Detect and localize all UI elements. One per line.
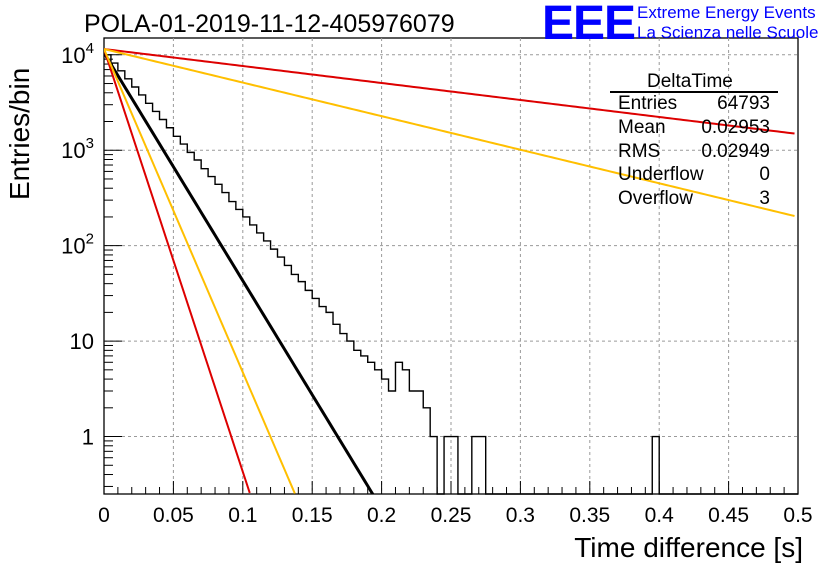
stats-row-entries: Entries 64793: [618, 93, 770, 114]
y-tick-label: 102: [61, 231, 94, 259]
logo-line-1: Extreme Energy Events: [637, 3, 816, 22]
histogram-steps: [104, 54, 798, 495]
stats-row-rms: RMS 0.02949: [618, 141, 770, 162]
eee-logo: EEE: [542, 0, 636, 50]
stats-row-mean: Mean 0.02953: [618, 117, 770, 138]
x-tick-label: 0.25: [431, 504, 472, 527]
x-tick-label: 0.1: [228, 504, 257, 527]
x-tick-label: 0.5: [783, 504, 812, 527]
y-tick-label: 10: [70, 329, 94, 354]
x-tick-label: 0.15: [292, 504, 333, 527]
logo-line-2: La Scienza nelle Scuole: [637, 23, 819, 42]
x-axis-label: Time difference [s]: [574, 532, 803, 563]
x-tick-label: 0.45: [708, 504, 749, 527]
x-tick-label: 0: [98, 504, 110, 527]
x-tick-label: 0.3: [506, 504, 535, 527]
x-tick-label: 0.35: [569, 504, 610, 527]
stats-row-overflow: Overflow 3: [618, 188, 770, 209]
stats-box-title: DeltaTime: [647, 71, 733, 92]
fit-line: [104, 48, 795, 218]
fit-line: [104, 52, 375, 494]
fit-line: [104, 48, 251, 494]
x-tick-label: 0.4: [645, 504, 675, 527]
y-axis-label: Entries/bin: [4, 67, 35, 200]
y-tick-label: 104: [61, 40, 94, 68]
x-tick-label: 0.2: [367, 504, 396, 527]
fit-line: [104, 48, 795, 135]
fit-line: [104, 48, 296, 494]
x-tick-label: 0.05: [153, 504, 194, 527]
y-tick-label: 1: [82, 425, 94, 450]
y-tick-label: 103: [61, 135, 94, 163]
stats-row-underflow: Underflow 0: [618, 164, 770, 185]
chart-title: POLA-01-2019-11-12-405976079: [84, 10, 455, 38]
